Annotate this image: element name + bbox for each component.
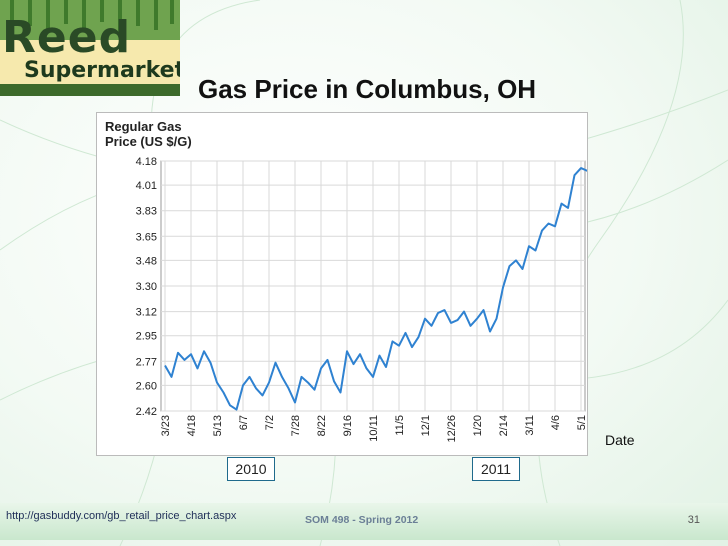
x-tick-label: 2/14	[498, 415, 510, 436]
logo-subtitle: Supermarket	[24, 58, 180, 83]
year-label-2011: 2011	[472, 457, 520, 481]
x-tick-label: 5/13	[212, 415, 224, 436]
x-tick-label: 1/20	[472, 415, 484, 436]
x-tick-label: 10/11	[368, 415, 380, 442]
y-axis-label-line-2: Price (US $/G)	[105, 134, 192, 149]
chart-plot: 4.18 4.01 3.83 3.65 3.48 3.30 3.12 2.95 2.77 2.60…	[136, 156, 587, 443]
y-axis-label-line-1: Regular Gas	[105, 119, 182, 134]
x-axis-title: Date	[605, 432, 635, 448]
reed-supermarket-logo: Reed Supermarket	[0, 0, 180, 96]
x-tick-label: 11/5	[394, 415, 406, 436]
price-series-line	[164, 167, 587, 411]
y-tick-label: 3.12	[136, 307, 157, 319]
x-tick-label: 8/22	[316, 415, 328, 436]
x-tick-label: 12/1	[420, 415, 432, 436]
x-tick-label: 7/28	[290, 415, 302, 436]
y-tick-label: 4.18	[136, 156, 157, 168]
x-tick-label: 12/26	[446, 415, 458, 443]
y-tick-label: 4.01	[136, 180, 157, 192]
y-axis-label: Regular Gas Price (US $/G)	[105, 119, 192, 149]
y-tick-label: 3.30	[136, 281, 157, 293]
x-tick-label: 6/7	[238, 415, 250, 430]
slide-title: Gas Price in Columbus, OH	[198, 74, 537, 104]
y-tick-label: 2.42	[136, 406, 157, 418]
y-tick-label: 3.83	[136, 206, 157, 218]
page-number: 31	[687, 514, 700, 526]
x-tick-label: 4/6	[550, 415, 562, 430]
y-tick-label: 2.60	[136, 380, 157, 392]
source-url: http://gasbuddy.com/gb_retail_price_char…	[6, 510, 237, 522]
y-tick-label: 3.48	[136, 255, 157, 267]
footer-bar	[0, 503, 728, 540]
course-label: SOM 498 - Spring 2012	[305, 514, 419, 526]
x-tick-label: 5/1	[576, 415, 587, 430]
y-tick-label: 3.65	[136, 231, 157, 243]
y-tick-label: 2.77	[136, 356, 157, 368]
y-tick-label: 2.95	[136, 331, 157, 343]
x-tick-label: 9/16	[342, 415, 354, 436]
x-tick-label: 3/23	[160, 415, 172, 436]
year-label-2010: 2010	[227, 457, 275, 481]
x-tick-label: 3/11	[524, 415, 536, 436]
gas-price-chart: Regular Gas Price (US $/G) 4.18 4.01 3.83 3…	[96, 112, 588, 456]
x-tick-label: 4/18	[186, 415, 198, 436]
x-tick-label: 7/2	[264, 415, 276, 430]
logo-wordmark: Reed	[2, 12, 132, 63]
